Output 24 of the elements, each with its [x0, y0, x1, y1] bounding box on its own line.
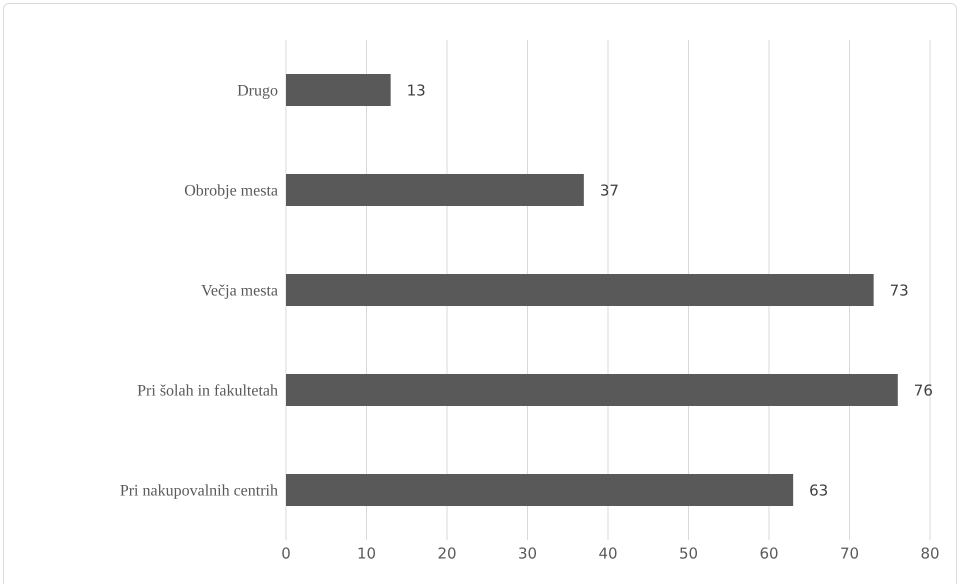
x-tick-label: 80 — [920, 544, 940, 563]
data-label: 13 — [406, 81, 426, 100]
data-label: 37 — [600, 181, 619, 200]
bar — [286, 474, 794, 506]
bar — [286, 274, 874, 306]
x-tick-label: 30 — [518, 544, 538, 563]
x-tick-label: 0 — [281, 544, 291, 563]
x-tick-label: 60 — [759, 544, 779, 563]
x-tick-label: 70 — [840, 544, 860, 563]
data-label: 73 — [890, 281, 909, 300]
x-tick-label: 20 — [437, 544, 457, 563]
data-label: 76 — [914, 381, 933, 400]
x-tick-label: 40 — [598, 544, 618, 563]
y-tick-label: Pri šolah in fakultetah — [137, 382, 278, 400]
data-label: 63 — [809, 481, 828, 500]
y-tick-label: Večja mesta — [201, 282, 278, 300]
y-tick-label: Pri nakupovalnih centrih — [120, 482, 278, 500]
y-tick-label: Obrobje mesta — [184, 182, 278, 200]
x-tick-label: 50 — [678, 544, 698, 563]
x-tick-label: 10 — [356, 544, 376, 563]
y-tick-label: Drugo — [237, 82, 278, 100]
bar — [286, 74, 391, 106]
bar — [286, 374, 898, 406]
bar — [286, 174, 584, 206]
